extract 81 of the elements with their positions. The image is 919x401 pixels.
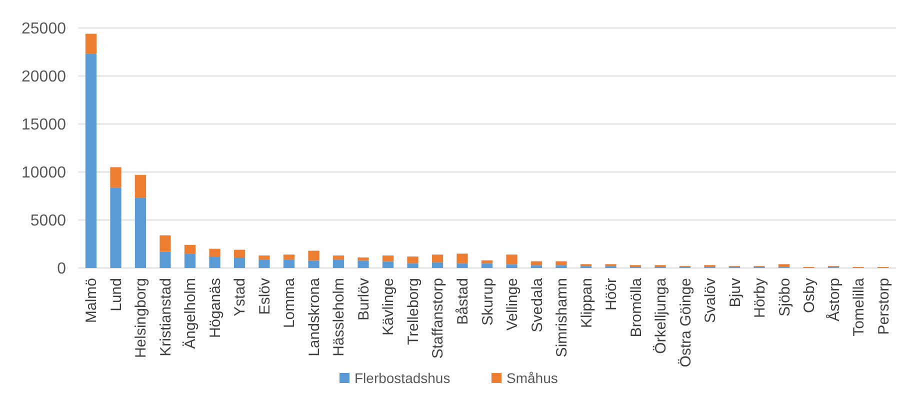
x-tick-label: Simrishamn xyxy=(554,278,570,358)
x-tick-label: Bromölla xyxy=(628,277,645,338)
bar xyxy=(407,263,418,268)
x-tick-label: Åstorp xyxy=(824,278,843,322)
x-tick-label: Kristianstad xyxy=(157,278,174,356)
x-tick-label: Kävlinge xyxy=(380,278,398,336)
x-tick-label: Lomma xyxy=(281,277,298,328)
bar xyxy=(134,174,146,198)
y-tick-label: 15000 xyxy=(22,116,66,134)
bar xyxy=(85,54,97,268)
bar xyxy=(506,254,518,264)
bar xyxy=(234,250,246,258)
bar xyxy=(308,260,320,268)
bar xyxy=(382,256,394,262)
y-tick-label: 25000 xyxy=(22,20,66,38)
bar xyxy=(160,252,171,268)
bar xyxy=(506,264,518,268)
x-tick-label: Svalöv xyxy=(702,278,720,324)
x-tick-label: Hörby xyxy=(752,278,769,318)
bar xyxy=(283,259,295,268)
bar xyxy=(407,256,418,264)
bar xyxy=(358,260,369,268)
bar xyxy=(432,262,444,268)
bar xyxy=(209,248,220,256)
x-tick-label: Svedala xyxy=(528,277,546,332)
bar xyxy=(481,263,493,268)
y-tick-label: 0 xyxy=(57,260,66,278)
bar xyxy=(456,263,468,268)
x-tick-label: Örkelljunga xyxy=(652,277,670,354)
x-tick-label: Malmö xyxy=(83,278,100,324)
bar xyxy=(258,259,270,268)
x-tick-label: Höör xyxy=(603,278,620,311)
bar xyxy=(556,265,567,268)
x-tick-label: Höganäs xyxy=(206,278,224,338)
bar xyxy=(184,254,196,268)
x-tick-label: Eslöv xyxy=(256,278,274,315)
x-tick-label: Lund xyxy=(108,278,125,312)
legend-label: Flerbostadshus xyxy=(354,370,450,386)
x-tick-label: Östra Göinge xyxy=(677,278,694,368)
x-tick-label: Osby xyxy=(801,278,818,314)
bar xyxy=(283,254,295,260)
bar xyxy=(184,244,196,254)
x-tick-label: Hässleholm xyxy=(330,278,348,356)
bar xyxy=(234,257,246,268)
bar xyxy=(110,167,122,188)
bar xyxy=(332,259,344,268)
y-tick-label: 10000 xyxy=(22,164,66,182)
bar xyxy=(530,265,542,268)
bar xyxy=(556,261,567,266)
bar xyxy=(382,261,394,268)
x-tick-label: Tomelilla xyxy=(850,277,868,336)
x-tick-label: Landskrona xyxy=(306,277,323,356)
x-tick-label: Perstorp xyxy=(875,278,892,335)
x-tick-label: Helsingborg xyxy=(132,278,150,358)
x-tick-label: Båstad xyxy=(454,278,472,325)
x-tick-label: Trelleborg xyxy=(405,278,422,345)
bar xyxy=(358,257,369,260)
y-tick-label: 20000 xyxy=(22,68,66,86)
x-tick-label: Bjuv xyxy=(726,278,744,308)
bar xyxy=(432,254,444,262)
x-tick-label: Vellinge xyxy=(504,278,521,331)
y-tick-label: 5000 xyxy=(30,212,66,230)
bar xyxy=(85,34,97,54)
bar xyxy=(456,254,468,264)
x-tick-label: Sjöbo xyxy=(776,278,794,316)
x-tick-label: Klippan xyxy=(578,278,596,328)
bar xyxy=(530,261,542,266)
bar xyxy=(308,250,320,260)
x-tick-label: Staffanstorp xyxy=(430,278,447,359)
x-tick-label: Ängelholm xyxy=(182,278,200,349)
x-tick-label: Ystad xyxy=(232,278,249,316)
x-tick-label: Skurup xyxy=(479,278,496,326)
bar xyxy=(160,235,171,252)
x-tick-label: Burlöv xyxy=(356,278,372,321)
bar xyxy=(110,187,122,268)
bar xyxy=(778,264,790,268)
bar xyxy=(134,198,146,268)
bar xyxy=(332,256,344,260)
bar xyxy=(258,256,270,260)
bar xyxy=(209,256,220,268)
legend-label: Småhus xyxy=(506,370,558,386)
